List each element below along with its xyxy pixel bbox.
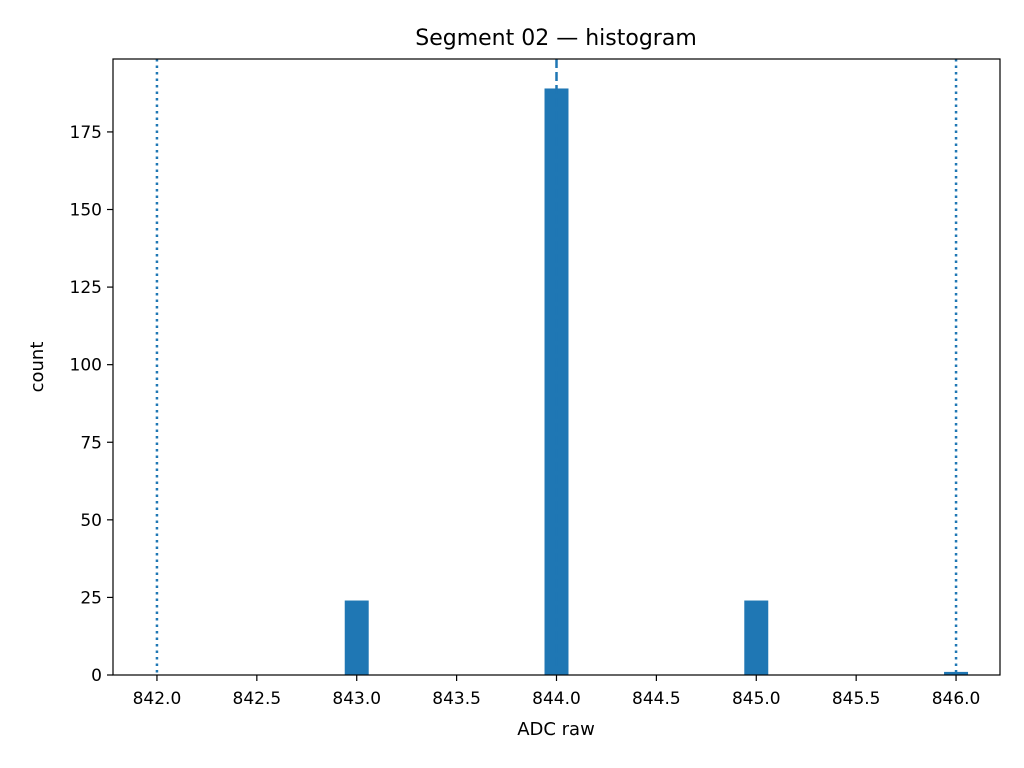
y-tick-label: 75 (80, 433, 102, 453)
x-tick-label: 844.0 (532, 689, 581, 709)
x-tick-label: 844.5 (632, 689, 681, 709)
x-tick-label: 846.0 (932, 689, 981, 709)
y-axis-ticks: 0 25 50 75 100 125 150 175 (70, 123, 113, 686)
x-tick-label: 842.5 (233, 689, 282, 709)
y-tick-label: 100 (70, 356, 102, 376)
y-tick-label: 50 (80, 511, 102, 531)
histogram-bar (944, 671, 969, 675)
x-tick-label: 842.0 (133, 689, 182, 709)
chart-title: Segment 02 — histogram (415, 26, 697, 51)
y-tick-label: 125 (70, 278, 102, 298)
x-axis-label: ADC raw (517, 719, 595, 740)
y-axis-label: count (27, 342, 48, 393)
y-tick-label: 150 (70, 201, 102, 221)
histogram-bar (344, 600, 369, 675)
y-tick-label: 175 (70, 123, 102, 143)
reference-lines-layer (155, 59, 958, 675)
x-axis-ticks: 842.0 842.5 843.0 843.5 844.0 844.5 845.0 845.5… (133, 675, 981, 709)
bars-layer (344, 88, 969, 676)
x-tick-label: 843.5 (432, 689, 481, 709)
y-tick-label: 25 (80, 588, 102, 608)
x-tick-label: 843.0 (332, 689, 381, 709)
histogram-bar (744, 600, 769, 675)
x-tick-label: 845.0 (732, 689, 781, 709)
x-tick-label: 845.5 (832, 689, 881, 709)
histogram-bar (544, 88, 569, 676)
y-tick-label: 0 (91, 666, 102, 686)
